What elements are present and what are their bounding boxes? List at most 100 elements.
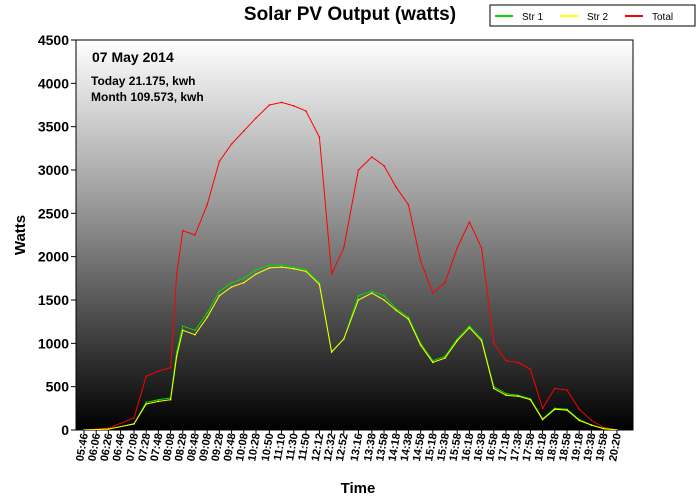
data-point — [505, 392, 507, 395]
x-tick-label: 14:38 — [399, 432, 416, 462]
y-tick-label: 0 — [61, 422, 69, 438]
data-point — [493, 387, 495, 390]
data-point — [590, 419, 593, 422]
data-point — [194, 329, 196, 332]
data-point — [407, 316, 410, 319]
data-point — [268, 264, 271, 267]
x-tick-label: 05:46 — [74, 432, 91, 462]
data-point — [218, 294, 221, 297]
data-point — [255, 268, 257, 271]
data-point — [419, 260, 422, 262]
chart-title: Solar PV Output (watts) — [244, 4, 456, 25]
data-point — [468, 325, 471, 327]
data-point — [456, 338, 459, 340]
data-point — [566, 389, 568, 391]
data-point — [145, 375, 147, 378]
x-tick-label: 07:08 — [124, 432, 141, 462]
x-tick-label: 13:38 — [362, 432, 379, 462]
plot-area — [75, 39, 634, 431]
data-point — [293, 266, 295, 268]
data-point — [83, 429, 85, 430]
data-point — [578, 408, 580, 411]
data-point — [578, 419, 580, 422]
data-point — [383, 294, 385, 297]
y-tick-label: 3500 — [38, 119, 69, 135]
x-tick-label: 12:12 — [310, 432, 327, 462]
y-tick-label: 4000 — [38, 75, 69, 91]
x-axis: 05:4606:0606:2606:4607:0807:2807:4808:08… — [74, 430, 624, 462]
data-point — [305, 110, 307, 112]
x-tick-label: 14:18 — [386, 432, 403, 462]
data-point — [255, 273, 257, 275]
y-tick-label: 3000 — [38, 162, 69, 178]
data-point — [293, 105, 295, 107]
data-point — [468, 326, 471, 329]
legend: Str 1 Str 2 Total — [489, 4, 696, 27]
series-layer — [83, 101, 618, 430]
legend-box — [489, 4, 696, 27]
y-tick-label: 2000 — [38, 249, 69, 265]
data-point — [371, 290, 373, 293]
data-point — [395, 309, 398, 312]
data-point — [230, 281, 233, 284]
y-tick-label: 500 — [46, 379, 70, 395]
x-tick-label: 09:08 — [197, 432, 214, 462]
data-point — [371, 156, 373, 158]
x-tick-label: 18:18 — [533, 432, 550, 462]
data-point — [407, 318, 410, 320]
data-point — [157, 398, 160, 401]
data-point — [616, 429, 618, 430]
data-point — [480, 338, 483, 340]
data-point — [566, 409, 568, 411]
x-tick-label: 08:28 — [173, 432, 190, 462]
x-tick-label: 09:48 — [222, 432, 239, 462]
x-tick-label: 08:08 — [161, 432, 178, 462]
data-point — [590, 424, 593, 427]
data-point — [554, 387, 556, 390]
data-point — [383, 299, 385, 301]
data-point — [206, 203, 208, 206]
data-point — [444, 281, 446, 284]
x-tick-label: 06:26 — [99, 432, 116, 462]
x-tick-label: 14:58 — [411, 432, 428, 462]
month-annotation: Month 109.573, kwh — [91, 90, 204, 104]
data-point — [293, 268, 295, 270]
data-point — [456, 247, 459, 249]
data-point — [407, 203, 410, 206]
data-point — [175, 351, 178, 353]
data-point — [493, 342, 495, 345]
x-tick-label: 10:08 — [234, 432, 251, 462]
data-point — [480, 339, 483, 342]
data-point — [280, 101, 283, 104]
x-tick-label: 10:28 — [246, 432, 263, 462]
data-point — [383, 164, 385, 167]
data-point — [243, 281, 245, 284]
y-axis-title: Watts — [12, 215, 29, 255]
data-point — [480, 247, 483, 249]
legend-label: Total — [652, 12, 673, 23]
data-point — [169, 366, 172, 369]
data-point — [318, 281, 321, 284]
data-point — [468, 221, 471, 223]
x-tick-label: 13:58 — [374, 432, 391, 462]
data-point — [182, 325, 184, 327]
data-point — [268, 267, 271, 269]
data-point — [357, 169, 360, 171]
x-tick-label: 06:46 — [111, 432, 128, 462]
data-point — [602, 427, 605, 430]
y-tick-label: 2500 — [38, 205, 69, 221]
date-annotation: 07 May 2014 — [92, 49, 174, 65]
data-point — [318, 283, 321, 286]
x-tick-label: 11:30 — [284, 432, 301, 461]
x-tick-label: 15:38 — [435, 432, 452, 462]
today-annotation: Today 21.175, kwh — [91, 74, 196, 88]
x-tick-label: 15:18 — [423, 432, 440, 462]
data-point — [371, 292, 373, 294]
x-tick-label: 06:06 — [86, 432, 103, 462]
x-tick-label: 16:18 — [460, 432, 477, 462]
data-point — [280, 264, 283, 267]
legend-label: Str 2 — [587, 12, 609, 23]
data-point — [432, 292, 434, 294]
data-point — [505, 394, 507, 397]
x-tick-label: 18:58 — [557, 432, 574, 462]
